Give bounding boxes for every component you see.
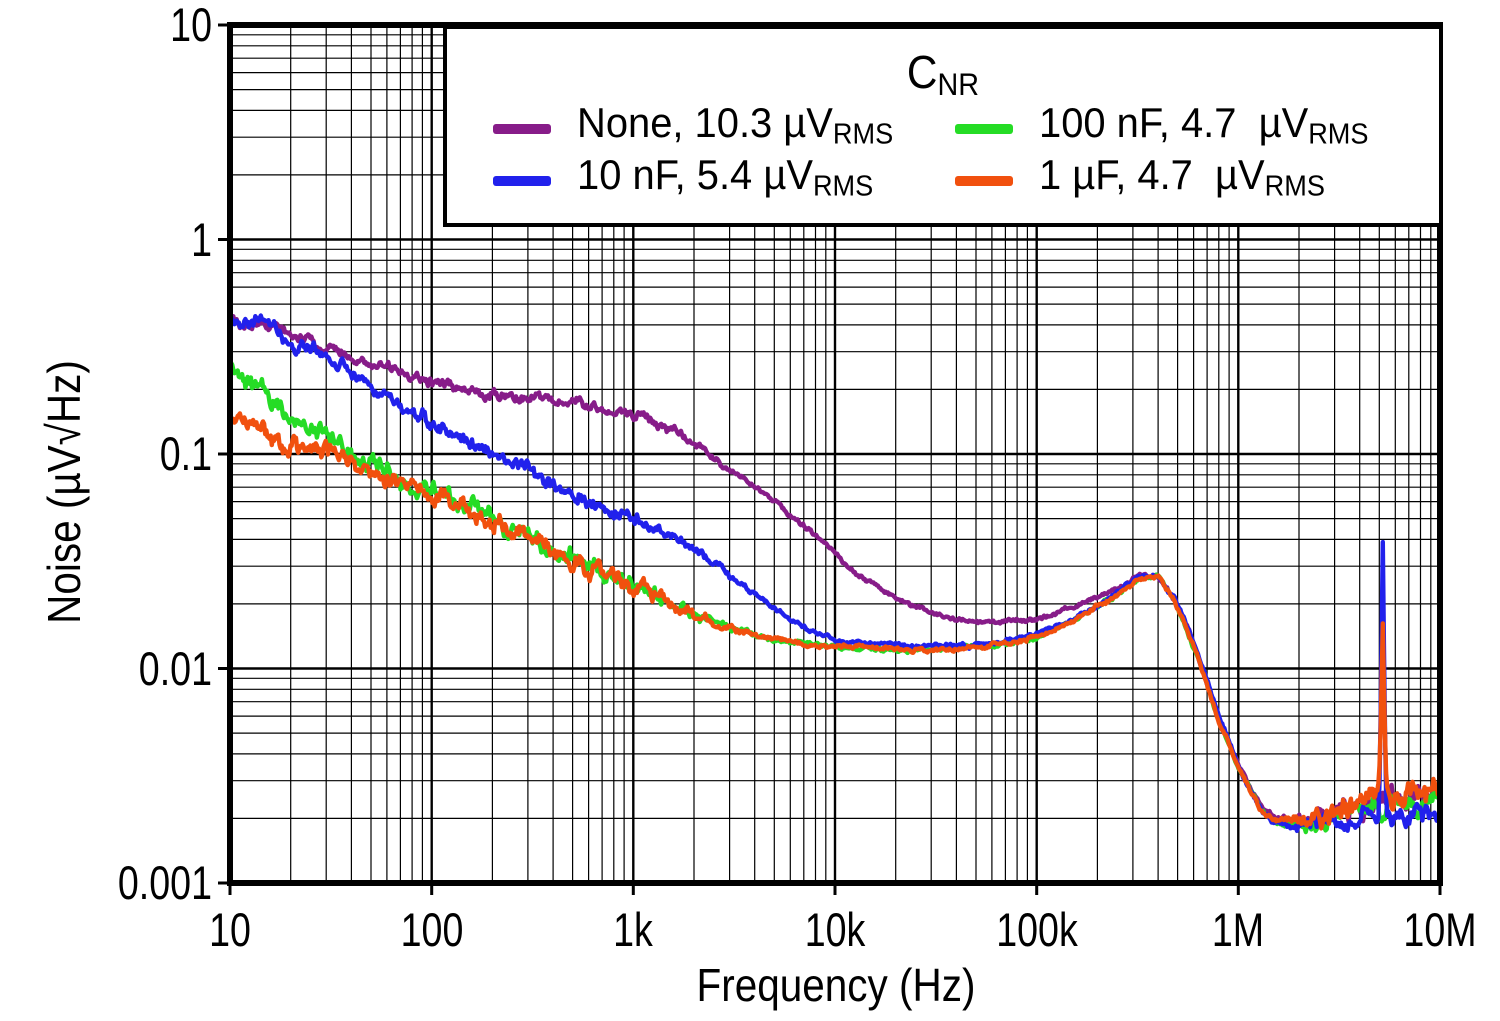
y-axis-title: Noise (µV√Hz) (38, 360, 90, 624)
legend-label-1uF: 1 µF, 4.7 µVRMS (1039, 151, 1325, 203)
legend-swatch-1uF (955, 176, 1013, 186)
x-tick-label-100k: 100k (996, 903, 1078, 956)
legend-label-100nF: 100 nF, 4.7 µVRMS (1039, 99, 1369, 151)
x-tick-label-100: 100 (400, 903, 464, 956)
legend-title: CNR (906, 46, 980, 102)
legend-swatch-100nF (955, 124, 1013, 134)
x-tick-label-1M: 1M (1211, 903, 1265, 956)
legend-entry-1uF: 1 µF, 4.7 µVRMS (955, 153, 1340, 203)
legend-box: CNR None, 10.3 µVRMS 10 nF, 5.4 µVRMS 10… (443, 25, 1443, 227)
y-tick-label-0.001: 0.001 (117, 856, 212, 909)
x-axis-title: Frequency (Hz) (696, 959, 976, 1011)
y-tick-label-10: 10 (170, 0, 212, 51)
legend-entry-none: None, 10.3 µVRMS (493, 101, 910, 151)
legend-entry-10nF: 10 nF, 5.4 µVRMS (493, 153, 889, 203)
legend-entry-100nF: 100 nF, 4.7 µVRMS (955, 101, 1386, 151)
x-tick-label-10k: 10k (804, 903, 866, 956)
y-tick-label-0.1: 0.1 (159, 427, 212, 480)
y-tick-label-1: 1 (191, 213, 212, 266)
legend-label-none: None, 10.3 µVRMS (577, 99, 894, 151)
x-tick-label-1k: 1k (613, 903, 653, 956)
y-tick-label-0.01: 0.01 (138, 642, 212, 695)
legend-swatch-none (493, 124, 551, 134)
x-tick-label-10M: 10M (1403, 903, 1477, 956)
legend-swatch-10nF (493, 176, 551, 186)
x-tick-label-10: 10 (209, 903, 251, 956)
legend-label-10nF: 10 nF, 5.4 µVRMS (577, 151, 874, 203)
